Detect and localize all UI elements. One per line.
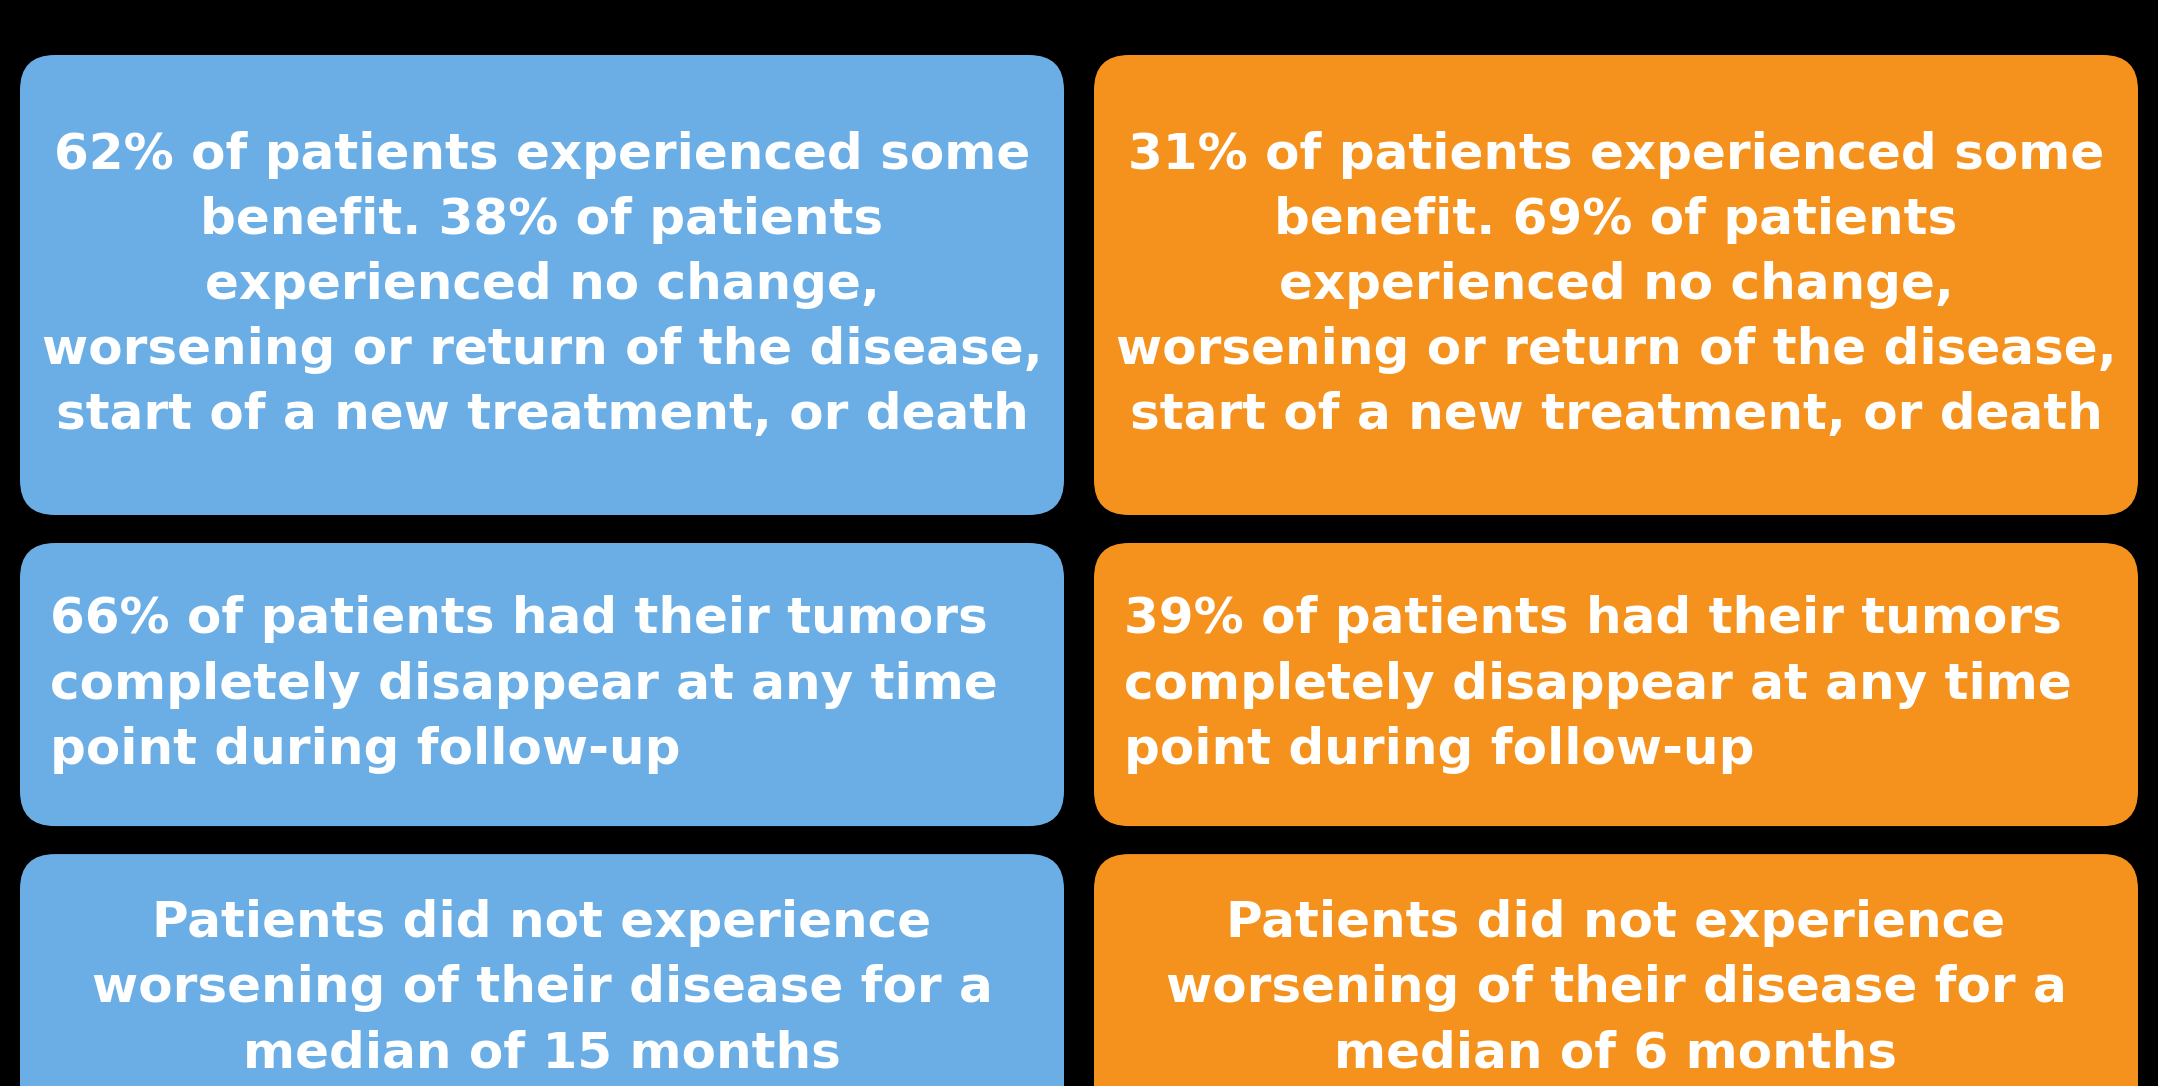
- Text: 62% of patients experienced some
benefit. 38% of patients
experienced no change,: 62% of patients experienced some benefit…: [41, 130, 1042, 439]
- FancyBboxPatch shape: [19, 854, 1064, 1086]
- Text: Patients did not experience
worsening of their disease for a
median of 6 months: Patients did not experience worsening of…: [1165, 899, 2067, 1077]
- FancyBboxPatch shape: [1094, 55, 2139, 515]
- FancyBboxPatch shape: [1094, 854, 2139, 1086]
- Text: 39% of patients had their tumors
completely disappear at any time
point during f: 39% of patients had their tumors complet…: [1124, 595, 2072, 773]
- FancyBboxPatch shape: [1094, 543, 2139, 826]
- Text: 66% of patients had their tumors
completely disappear at any time
point during f: 66% of patients had their tumors complet…: [50, 595, 997, 773]
- Text: 31% of patients experienced some
benefit. 69% of patients
experienced no change,: 31% of patients experienced some benefit…: [1116, 130, 2117, 439]
- FancyBboxPatch shape: [19, 543, 1064, 826]
- FancyBboxPatch shape: [19, 55, 1064, 515]
- Text: Patients did not experience
worsening of their disease for a
median of 15 months: Patients did not experience worsening of…: [91, 899, 993, 1077]
